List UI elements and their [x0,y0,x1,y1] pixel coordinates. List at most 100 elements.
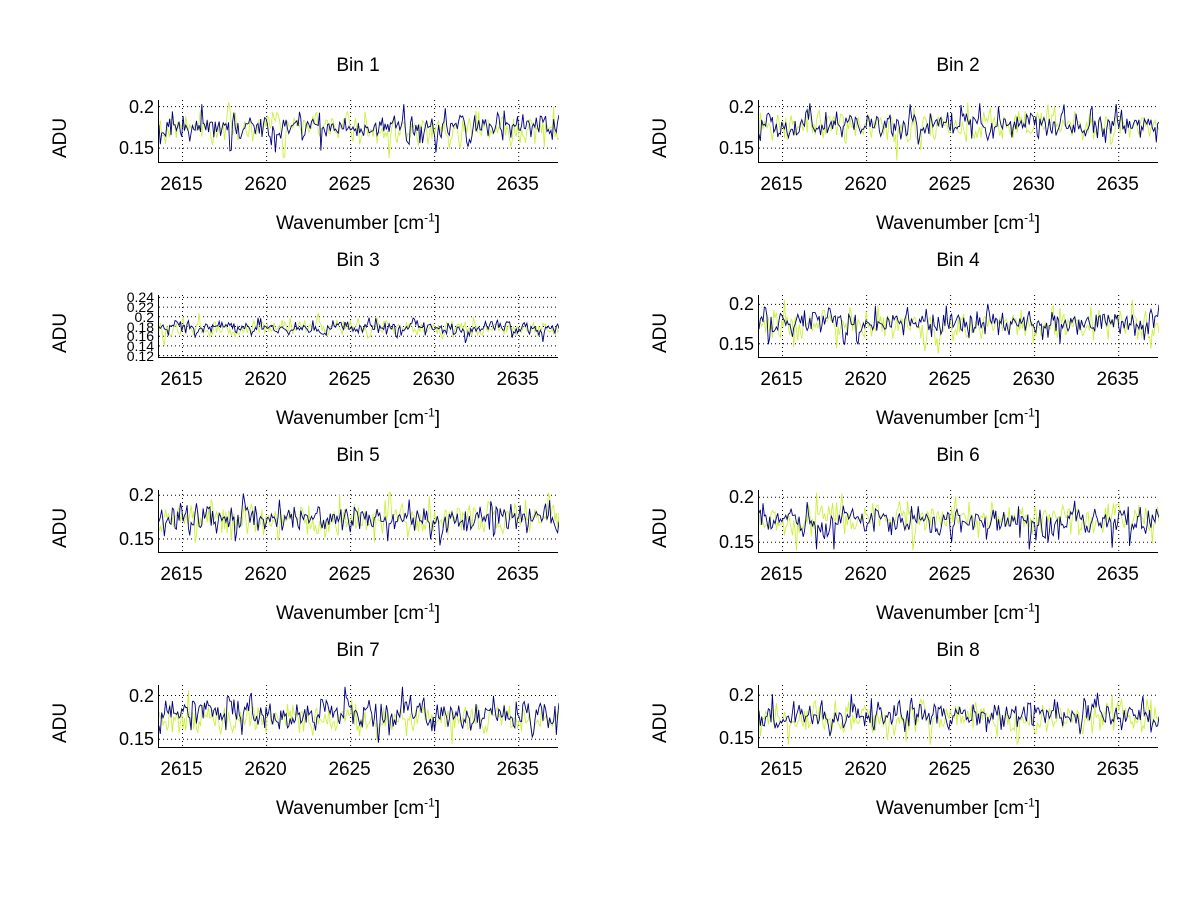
x-axis-label-exponent: -1 [1024,600,1035,615]
x-axis-label-main: Wavenumber [cm [875,408,1025,429]
x-tick-label: 2620 [244,174,287,195]
x-tick-label: 2635 [1096,174,1139,195]
x-axis-label-exponent: -1 [1024,210,1035,225]
plot-area [758,100,1159,163]
plot-area [158,490,559,553]
y-tick-label: 0.2 [128,96,154,117]
y-tick-label: 0.2 [728,96,754,117]
x-axis-label-main: Wavenumber [cm [875,213,1025,234]
panel-bin-2: Bin 2 0.15 0.2 ADU 2615 2620 2625 2630 2635 Waven… [628,55,1178,250]
x-tick-label: 2635 [496,564,539,585]
x-tick-label: 2630 [412,759,455,780]
x-tick-label: 2620 [844,564,887,585]
panel-bin-7: Bin 7 0.15 0.2 ADU 2615 2620 2625 2630 2635 Waven… [28,640,578,835]
x-axis-label-main: Wavenumber [cm [275,213,425,234]
y-tick-label: 0.15 [118,529,154,549]
y-tick-label: 0.14 [126,337,154,354]
panel-title: Bin 7 [336,640,380,661]
x-axis-label-exponent: -1 [1024,405,1035,420]
x-axis-label-main: Wavenumber [cm [275,603,425,624]
x-axis-label-exponent: -1 [424,600,435,615]
y-tick-label: 0.2 [728,487,754,508]
y-tick-label: 0.15 [718,727,754,748]
y-axis-label: ADU [50,117,71,158]
x-tick-label: 2625 [328,759,371,780]
plot-area [758,685,1159,748]
x-tick-label: 2620 [844,369,887,390]
x-axis-label-tail: ] [434,798,441,819]
panel-title: Bin 2 [936,55,980,76]
y-tick-label: 0.15 [118,729,154,750]
x-axis-label-exponent: -1 [424,405,435,420]
panel-bin-1: Bin 1 0.15 0.2 ADU 2615 2620 2625 2630 2635 Waven… [28,55,578,250]
panel-title: Bin 6 [936,445,980,466]
x-tick-label: 2630 [1012,759,1055,780]
panel-title: Bin 5 [336,445,380,466]
y-tick-label: 0.18 [126,318,154,335]
plot-traces [159,685,559,748]
plot-area [158,295,559,358]
x-axis-label: Wavenumber [cm-1] [758,405,1158,430]
x-axis-label-tail: ] [1034,603,1041,624]
x-tick-label: 2625 [928,369,971,390]
plot-area [758,490,1159,553]
x-axis-label-tail: ] [434,213,441,234]
x-axis-label-exponent: -1 [1024,795,1035,810]
panel-bin-6: Bin 6 0.15 0.2 ADU 2615 2620 2625 2630 2635 Waven… [628,445,1178,640]
x-tick-label: 2635 [496,174,539,195]
x-axis-label-exponent: -1 [424,795,435,810]
y-tick-label: 0.2 [128,485,154,506]
y-axis-label: ADU [50,312,71,353]
x-axis-label-tail: ] [1034,213,1041,234]
plot-traces [159,295,559,358]
x-tick-label: 2625 [928,564,971,585]
x-axis-label: Wavenumber [cm-1] [758,210,1158,235]
x-tick-label: 2630 [1012,564,1055,585]
plot-traces [759,295,1159,358]
x-tick-label: 2630 [1012,174,1055,195]
x-axis-label: Wavenumber [cm-1] [158,212,558,235]
x-axis-label-tail: ] [1034,408,1041,429]
x-tick-label: 2615 [160,759,203,780]
plot-area [158,685,559,748]
x-tick-label: 2615 [760,564,803,585]
x-axis-label-tail: ] [434,408,441,429]
panel-bin-3: Bin 3 0.12 0.14 0.16 0.18 0.2 0.22 0.24 ADU 2615 2… [28,250,578,445]
x-tick-label: 2620 [844,759,887,780]
y-tick-label: 0.24 [126,289,154,306]
x-axis-label-main: Wavenumber [cm [875,603,1025,624]
x-tick-label: 2615 [760,369,803,390]
panel-bin-5: Bin 5 0.15 0.2 ADU 2615 2620 2625 2630 2635 Waven… [28,445,578,640]
y-tick-label: 0.16 [126,328,154,345]
y-tick-label: 0.22 [126,299,154,316]
plot-traces [759,685,1159,748]
x-tick-label: 2625 [328,564,371,585]
y-axis-label: ADU [50,702,71,743]
x-tick-label: 2625 [928,174,971,195]
x-tick-label: 2635 [1096,564,1139,585]
x-tick-label: 2620 [244,759,287,780]
x-tick-label: 2620 [844,174,887,195]
plot-traces [159,100,559,163]
x-tick-label: 2630 [412,369,455,390]
x-tick-label: 2625 [328,174,371,195]
y-tick-label: 0.15 [118,138,154,159]
y-tick-label: 0.2 [728,685,754,706]
y-axis-label: ADU [650,117,671,158]
plot-traces [759,100,1159,163]
panel-bin-4: Bin 4 0.15 0.2 ADU 2615 2620 2625 2630 2635 Waven… [628,250,1178,445]
x-tick-label: 2620 [244,564,287,585]
x-tick-label: 2635 [496,759,539,780]
x-axis-label: Wavenumber [cm-1] [158,600,558,625]
plot-area [758,295,1159,358]
y-axis-label: ADU [650,507,671,548]
x-axis-label-main: Wavenumber [cm [875,798,1025,819]
x-axis-label: Wavenumber [cm-1] [158,405,558,430]
plot-area [158,100,559,163]
x-axis-label-tail: ] [1034,798,1041,819]
y-axis-label: ADU [50,507,71,548]
panel-title: Bin 8 [936,640,980,661]
x-axis-label: Wavenumber [cm-1] [758,795,1158,820]
x-tick-label: 2615 [760,759,803,780]
x-tick-label: 2615 [160,174,203,195]
